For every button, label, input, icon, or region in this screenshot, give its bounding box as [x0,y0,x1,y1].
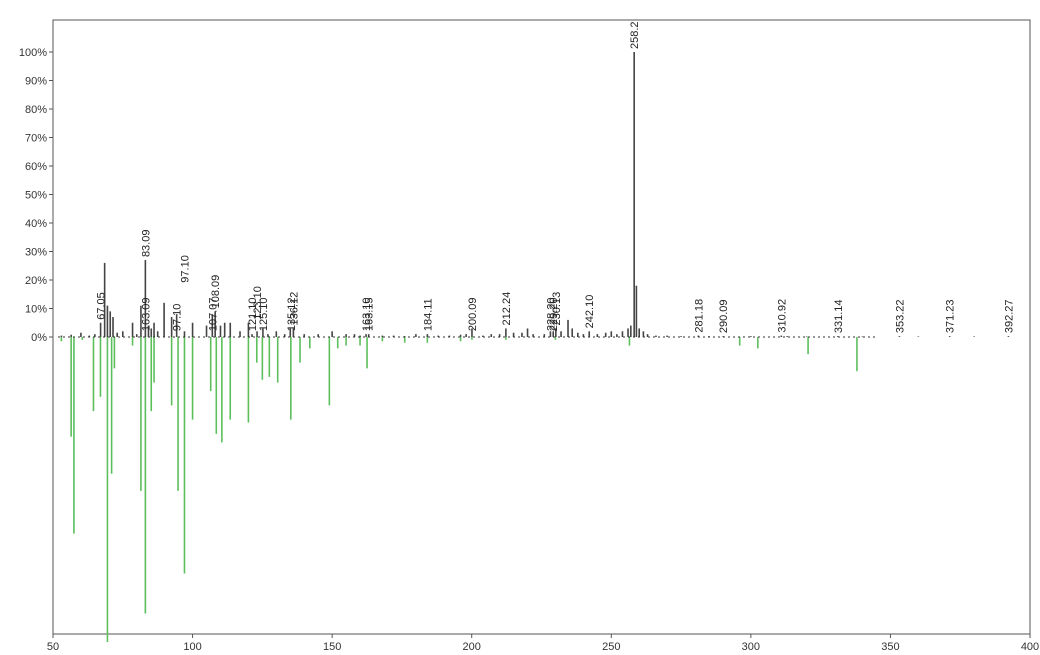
peak-label: 121.10 [247,297,259,331]
x-tick-label: 50 [47,641,59,653]
peak-label: 163.10 [361,297,373,331]
peak-label: 310.92 [776,299,788,333]
x-tick-label: 350 [881,641,899,653]
y-tick-label: 90% [25,76,47,88]
peak-label: 353.22 [894,299,906,333]
x-tick-label: 150 [323,641,341,653]
peak-label: 163.15 [364,297,376,331]
peak-label: 230.13 [551,292,563,326]
x-tick-label: 200 [463,641,481,653]
peak-label: 290.09 [718,299,730,333]
peak-label: 331.14 [833,299,845,333]
peak-label: 258.2 [629,21,641,49]
y-tick-label: 30% [25,247,47,259]
peak-label: 242.10 [584,295,596,329]
peak-label: 123.10 [252,286,264,320]
x-tick-label: 250 [602,641,620,653]
y-tick-label: 70% [25,133,47,145]
peak-label: 229.20 [548,297,560,331]
y-tick-label: 10% [25,304,47,316]
x-tick-label: 100 [183,641,201,653]
peak-label: 200.09 [467,297,479,331]
peak-label: 135.12 [286,297,298,331]
y-tick-label: 0% [31,332,47,344]
peak-label: 212.24 [501,292,513,326]
x-tick-label: 300 [742,641,760,653]
peak-label: 228.20 [545,297,557,331]
peak-label: 83.09 [140,230,152,258]
peak-label: 184.11 [422,298,434,331]
peak-label: 97.10 [172,304,184,332]
peak-label: 163.09 [140,297,152,331]
y-tick-label: 40% [25,218,47,230]
peak-label: 108.09 [210,275,222,309]
y-tick-label: 80% [25,104,47,116]
y-tick-label: 60% [25,161,47,173]
plot-frame [52,19,1031,635]
y-tick-label: 20% [25,275,47,287]
peak-label: 371.23 [945,299,957,333]
peak-label: 392.27 [1003,299,1015,333]
peak-label: 97.10 [179,255,191,283]
peak-label: 281.18 [693,299,705,333]
y-tick-label: 100% [19,47,47,59]
y-tick-label: 50% [25,190,47,202]
peak-label: 136.12 [288,292,300,326]
peak-label: 125.10 [258,297,270,331]
x-tick-label: 400 [1021,641,1039,653]
peak-label: 67.05 [96,292,108,320]
peak-label: 107.07 [207,297,219,331]
